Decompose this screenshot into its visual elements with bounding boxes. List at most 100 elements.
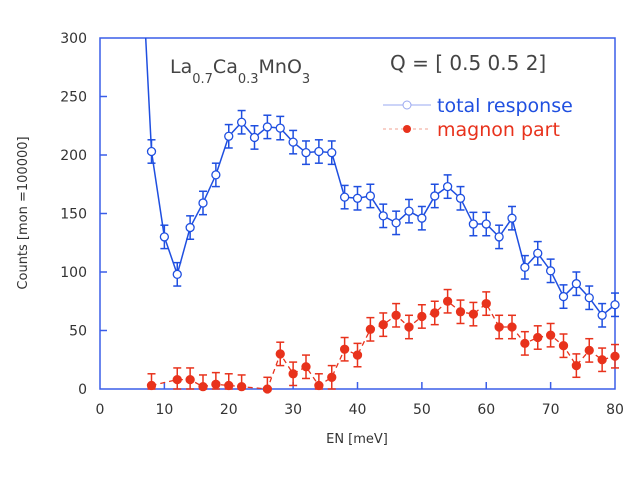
data-point: [288, 369, 298, 379]
data-point: [352, 350, 363, 360]
data-point: [442, 296, 453, 306]
series-magnon-part: [146, 288, 620, 394]
y-tick-label: 50: [69, 324, 87, 340]
data-point: [288, 137, 298, 147]
data-point: [236, 382, 247, 392]
data-point: [339, 192, 350, 202]
y-tick-label: 250: [60, 90, 87, 106]
data-point: [391, 218, 401, 228]
data-point: [327, 372, 337, 382]
x-tick-label: 60: [477, 402, 495, 418]
data-point: [417, 213, 427, 223]
data-point: [301, 362, 311, 372]
data-point: [262, 122, 273, 132]
data-point: [275, 349, 285, 359]
data-point: [275, 123, 285, 133]
data-point: [198, 198, 208, 208]
data-point: [327, 148, 337, 158]
data-point: [224, 131, 234, 141]
data-point: [455, 193, 466, 203]
y-tick-label: 300: [60, 31, 87, 47]
data-point: [571, 360, 582, 371]
data-point: [494, 322, 504, 332]
legend-marker-total: [402, 100, 412, 110]
data-point: [507, 322, 517, 332]
data-point: [481, 298, 491, 309]
data-point: [404, 322, 414, 332]
x-tick-label: 0: [96, 402, 105, 418]
data-point: [468, 309, 479, 319]
x-tick-label: 70: [542, 402, 560, 418]
data-point: [314, 146, 324, 157]
data-point: [417, 311, 427, 322]
data-point: [520, 338, 530, 349]
data-point: [455, 307, 466, 317]
y-tick-label: 200: [60, 148, 87, 164]
data-point: [507, 213, 517, 223]
x-tick-label: 80: [606, 402, 624, 418]
x-tick-label: 50: [413, 402, 431, 418]
data-point: [597, 355, 607, 365]
data-point: [172, 374, 182, 385]
data-point: [533, 332, 543, 343]
data-point: [211, 379, 221, 389]
data-point: [610, 300, 620, 310]
data-point: [533, 248, 543, 258]
x-axis-label: EN [meV]: [326, 432, 388, 447]
legend-label-magnon: magnon part: [437, 119, 560, 141]
data-point: [185, 374, 195, 385]
data-point: [159, 232, 170, 242]
data-point: [494, 232, 504, 242]
data-point: [146, 380, 157, 391]
data-point: [301, 148, 311, 158]
legend: total response magnon part: [383, 95, 573, 141]
data-point: [391, 310, 401, 320]
x-tick-label: 30: [284, 402, 302, 418]
data-point: [211, 170, 221, 180]
data-point: [198, 382, 208, 392]
data-point: [584, 293, 594, 303]
x-tick-label: 20: [220, 402, 238, 418]
q-vector-annotation: Q = [ 0.5 0.5 2]: [390, 51, 546, 75]
data-point: [597, 310, 607, 320]
data-point: [468, 219, 479, 229]
data-point: [481, 219, 491, 229]
data-point: [314, 380, 324, 391]
data-point: [558, 291, 569, 302]
data-point: [584, 345, 594, 356]
data-point: [185, 222, 195, 233]
legend-label-total: total response: [437, 95, 573, 117]
data-point: [146, 146, 157, 157]
series-total-response: [144, 37, 620, 328]
data-point: [172, 269, 182, 279]
data-point: [610, 351, 620, 361]
data-point: [262, 384, 273, 394]
data-point: [571, 279, 582, 289]
data-point: [558, 341, 569, 351]
data-point: [249, 132, 260, 143]
data-point: [430, 308, 440, 318]
data-point: [520, 262, 530, 272]
data-point: [442, 181, 453, 192]
y-tick-label: 100: [60, 265, 87, 281]
data-point: [545, 266, 556, 276]
data-point: [545, 330, 556, 340]
x-tick-label: 40: [349, 402, 367, 418]
data-point: [378, 319, 388, 330]
legend-marker-magnon: [403, 125, 411, 133]
data-point: [430, 191, 440, 201]
data-point: [339, 344, 350, 354]
data-point: [352, 193, 363, 203]
y-tick-label: 150: [60, 207, 87, 223]
y-axis-label: Counts [mon =100000]: [16, 136, 31, 289]
data-point: [404, 206, 414, 216]
data-point: [236, 117, 247, 127]
data-point: [365, 191, 376, 201]
compound-annotation: La0.7Ca0.3MnO3: [170, 56, 310, 87]
data-point: [365, 324, 376, 334]
data-point: [224, 380, 234, 391]
data-point: [378, 211, 388, 221]
x-tick-label: 10: [155, 402, 173, 418]
y-tick-label: 0: [78, 382, 87, 398]
